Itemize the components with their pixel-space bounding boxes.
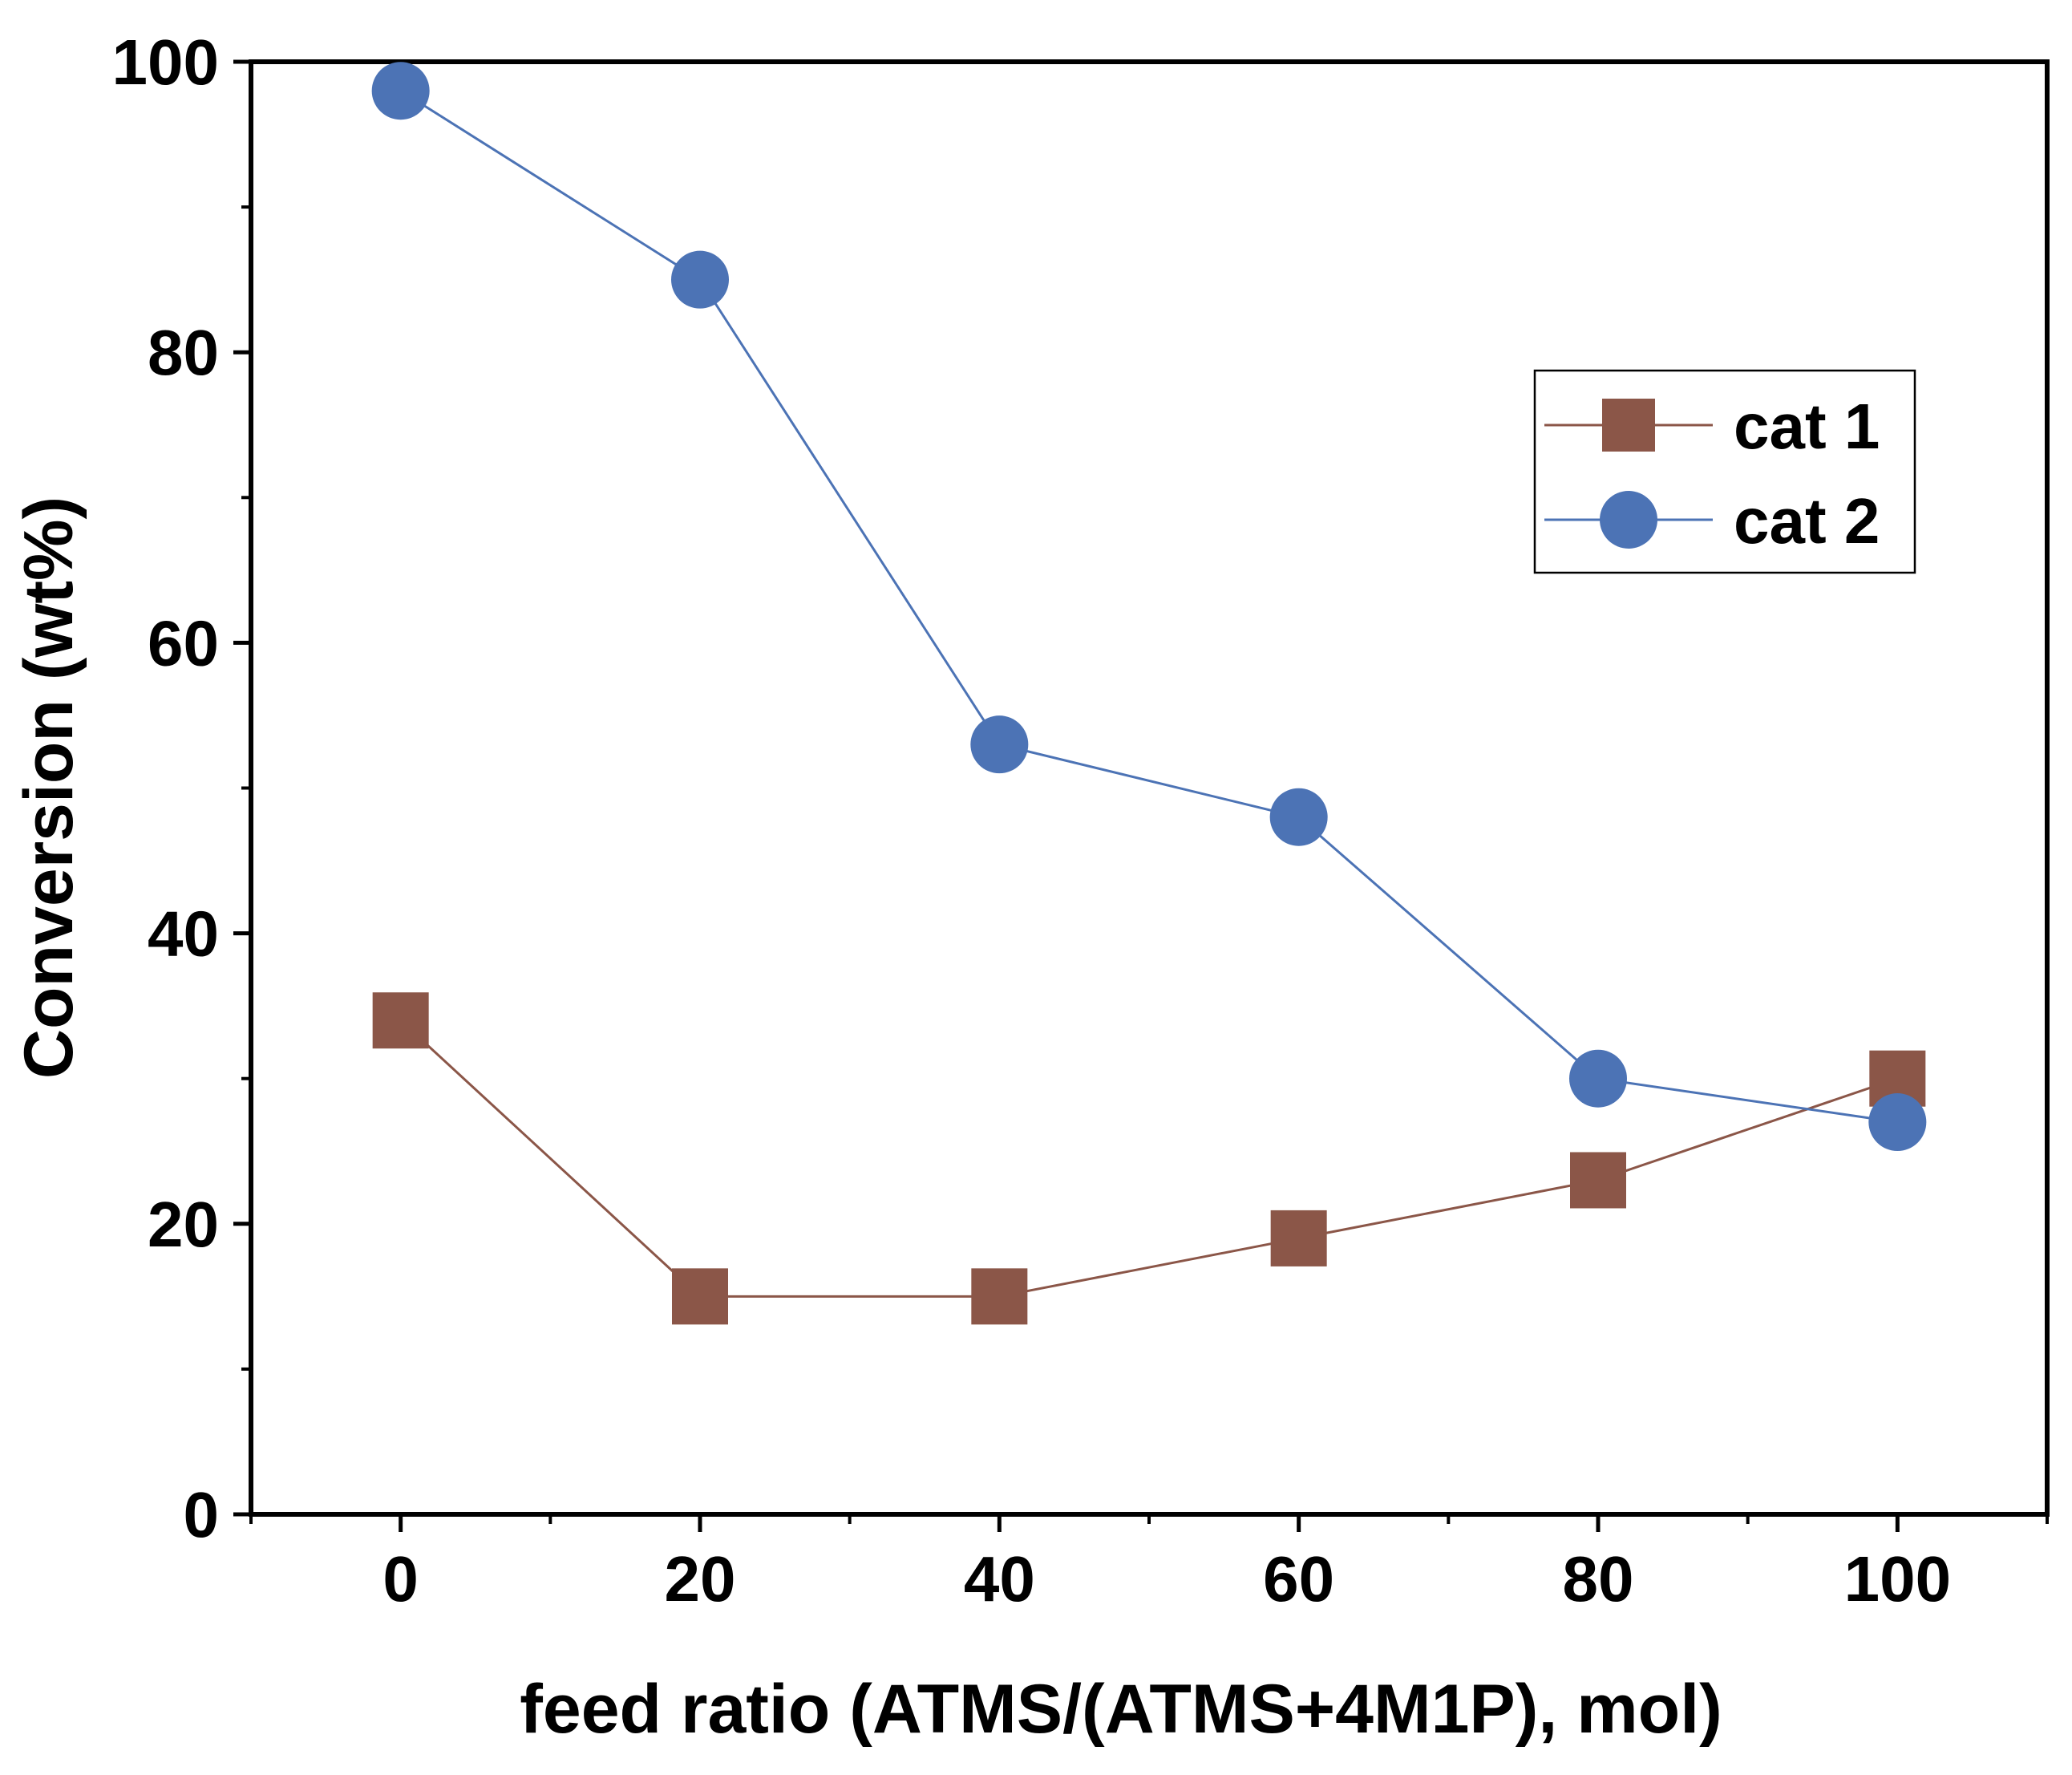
x-tick-label: 0 xyxy=(382,1543,419,1615)
y-tick-label: 80 xyxy=(148,317,219,388)
x-tick-labels: 0 20 40 60 80 100 xyxy=(382,1543,1951,1615)
data-point-square xyxy=(1270,1210,1327,1266)
x-tick-label: 100 xyxy=(1844,1543,1951,1615)
y-tick-label: 20 xyxy=(148,1189,219,1260)
data-point-circle xyxy=(1868,1093,1927,1152)
y-tick-label: 0 xyxy=(184,1479,220,1550)
x-axis-title: feed ratio (ATMS/(ATMS+4M1P), mol) xyxy=(520,1671,1722,1748)
legend-box xyxy=(1533,369,1916,574)
data-point-square xyxy=(372,992,429,1049)
legend-marker-square xyxy=(1602,399,1655,452)
series-markers xyxy=(371,62,1927,1325)
series-line-cat-1 xyxy=(399,1019,1898,1298)
series-line-cat-2 xyxy=(399,89,1898,1124)
series-lines xyxy=(399,89,1898,1298)
data-point-circle xyxy=(671,250,729,309)
data-point-square xyxy=(971,1268,1028,1325)
data-point-circle xyxy=(1269,788,1328,846)
legend-marker-circle xyxy=(1600,491,1657,549)
x-tick-label: 40 xyxy=(964,1543,1035,1615)
y-tick-label: 60 xyxy=(148,607,219,679)
x-tick-label: 60 xyxy=(1263,1543,1334,1615)
data-point-circle xyxy=(970,715,1029,774)
data-point-square xyxy=(672,1268,728,1325)
data-point-circle xyxy=(1569,1049,1627,1108)
legend-label-cat-1: cat 1 xyxy=(1734,391,1880,462)
x-tick-label: 20 xyxy=(665,1543,736,1615)
y-tick-label: 100 xyxy=(112,26,219,98)
legend: cat 1 cat 2 xyxy=(1533,369,1916,574)
y-axis-title: Conversion (wt%) xyxy=(10,496,87,1079)
data-point-circle xyxy=(371,62,430,120)
tick-marks xyxy=(233,59,2049,1532)
y-tick-label: 40 xyxy=(148,898,219,970)
x-tick-label: 80 xyxy=(1563,1543,1634,1615)
data-point-square xyxy=(1570,1152,1626,1209)
legend-label-cat-2: cat 2 xyxy=(1734,485,1880,557)
plot-frame xyxy=(249,59,2050,1517)
y-tick-labels: 0 20 40 60 80 100 xyxy=(112,26,219,1550)
